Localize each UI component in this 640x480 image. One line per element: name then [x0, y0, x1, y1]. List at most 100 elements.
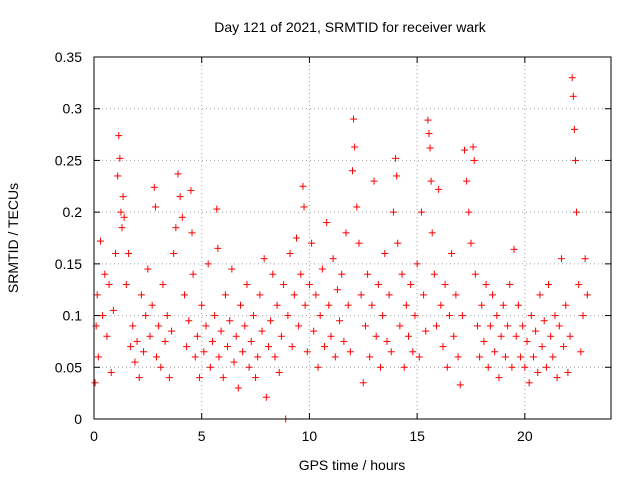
data-point — [133, 337, 141, 345]
data-point — [458, 312, 466, 320]
data-point — [129, 322, 137, 330]
data-point — [465, 208, 473, 216]
data-point — [519, 322, 527, 330]
data-point — [247, 337, 255, 345]
data-point — [470, 156, 478, 164]
data-point — [538, 343, 546, 351]
data-point — [150, 183, 158, 191]
data-point — [174, 170, 182, 178]
data-point — [439, 343, 447, 351]
data-point — [211, 312, 219, 320]
data-point — [448, 250, 456, 258]
data-point — [107, 368, 115, 376]
data-point — [579, 312, 587, 320]
data-point — [396, 322, 404, 330]
data-point — [547, 332, 555, 340]
data-point — [338, 270, 346, 278]
data-point — [260, 255, 268, 263]
data-point — [393, 172, 401, 180]
data-point — [562, 301, 570, 309]
data-point — [495, 374, 503, 382]
data-point — [486, 322, 494, 330]
data-point — [295, 322, 303, 330]
data-point — [527, 312, 535, 320]
data-point — [215, 353, 223, 361]
y-tick-label: 0.2 — [63, 204, 83, 220]
data-point — [402, 301, 410, 309]
data-point — [417, 208, 425, 216]
data-point — [168, 327, 176, 335]
data-point — [355, 239, 363, 247]
data-point — [325, 301, 333, 309]
data-point — [114, 172, 122, 180]
x-axis-label: GPS time / hours — [299, 457, 406, 473]
data-point — [478, 301, 486, 309]
data-point — [206, 363, 214, 371]
chart-title: Day 121 of 2021, SRMTID for receiver war… — [214, 19, 487, 35]
data-points — [91, 74, 591, 423]
data-point — [508, 363, 516, 371]
data-point — [366, 353, 374, 361]
data-point — [258, 327, 266, 335]
data-point — [142, 312, 150, 320]
data-point — [368, 301, 376, 309]
data-point — [409, 348, 417, 356]
data-point — [357, 291, 365, 299]
data-point — [336, 317, 344, 325]
data-point — [202, 322, 210, 330]
data-point — [469, 143, 477, 151]
data-point — [456, 381, 464, 389]
data-point — [161, 337, 169, 345]
data-point — [555, 322, 563, 330]
data-point — [473, 322, 481, 330]
data-point — [159, 281, 167, 289]
data-point — [525, 379, 533, 387]
data-point — [333, 286, 341, 294]
data-point — [221, 291, 229, 299]
data-point — [119, 193, 127, 201]
data-point — [239, 348, 247, 356]
data-point — [300, 203, 308, 211]
data-point — [405, 332, 413, 340]
data-point — [93, 291, 101, 299]
data-point — [536, 291, 544, 299]
data-point — [148, 301, 156, 309]
data-point — [570, 125, 578, 133]
data-point — [267, 317, 275, 325]
data-point — [344, 301, 352, 309]
data-point — [200, 348, 208, 356]
data-point — [188, 229, 196, 237]
data-point — [292, 234, 300, 242]
data-point — [178, 213, 186, 221]
data-point — [286, 250, 294, 258]
data-point — [482, 281, 490, 289]
data-point — [96, 237, 104, 245]
data-point — [224, 343, 232, 351]
data-point — [568, 74, 576, 82]
data-point — [297, 270, 305, 278]
data-point — [461, 146, 469, 154]
data-point — [433, 322, 441, 330]
data-point — [575, 281, 583, 289]
data-point — [394, 239, 402, 247]
data-point — [437, 301, 445, 309]
data-point — [271, 353, 279, 361]
data-point — [288, 343, 296, 351]
data-point — [427, 177, 435, 185]
data-point — [305, 281, 313, 289]
data-point — [118, 224, 126, 232]
data-point — [310, 327, 318, 335]
data-point — [428, 229, 436, 237]
data-point — [540, 317, 548, 325]
x-tick-label: 10 — [302, 428, 318, 444]
data-point — [331, 353, 339, 361]
data-point — [327, 332, 335, 340]
data-point — [284, 312, 292, 320]
data-point — [359, 379, 367, 387]
y-tick-label: 0.25 — [55, 152, 82, 168]
data-point — [116, 154, 124, 162]
data-point — [124, 250, 132, 258]
data-point — [514, 301, 522, 309]
y-tick-label: 0.35 — [55, 49, 82, 65]
data-point — [374, 281, 382, 289]
